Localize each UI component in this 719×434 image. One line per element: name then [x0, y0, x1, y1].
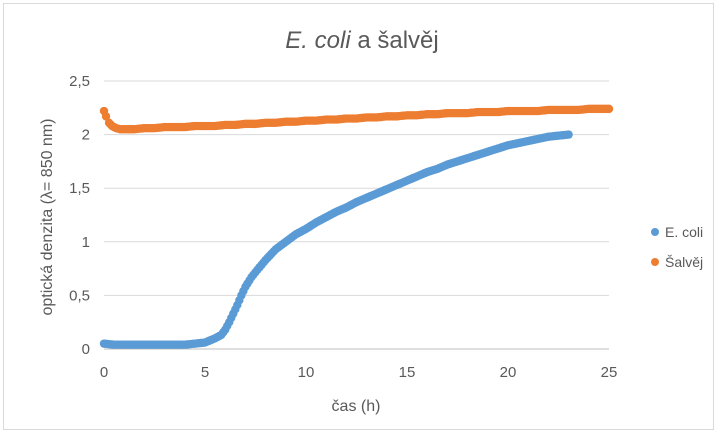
x-tick-label: 5: [201, 364, 209, 381]
legend-label: E. coli: [665, 224, 703, 240]
x-tick-label: 25: [601, 364, 618, 381]
data-points: [99, 104, 614, 349]
x-tick-label: 10: [298, 364, 315, 381]
data-point: [101, 112, 111, 121]
data-point: [564, 130, 573, 139]
chart-title-italic: E. coli: [285, 27, 351, 54]
chart-frame: [3, 3, 714, 430]
chart-title-rest: a šalvěj: [351, 27, 439, 54]
x-tick-label: 15: [399, 364, 416, 381]
y-tick-label: 1: [82, 234, 90, 251]
x-tick-label: 20: [500, 364, 517, 381]
x-tick-labels: 0 5 10 15 20 25: [100, 364, 618, 381]
y-tick-label: 2: [82, 127, 90, 144]
y-tick-label: 0: [82, 341, 90, 358]
y-axis-title: optická denzita (λ= 850 nm): [39, 119, 56, 316]
data-point: [604, 104, 614, 114]
legend-marker: [651, 228, 659, 236]
legend-marker: [651, 258, 659, 266]
y-tick-label: 0,5: [69, 287, 90, 304]
chart-title: E. coli a šalvěj: [285, 27, 438, 54]
x-axis-title: čas (h): [332, 398, 381, 415]
y-tick-label: 1,5: [69, 180, 90, 197]
legend-label: Šalvěj: [665, 254, 703, 270]
legend: E. coli Šalvěj: [651, 224, 703, 270]
y-tick-label: 2,5: [69, 73, 90, 90]
grid-layer: [104, 80, 609, 350]
y-tick-labels: 0 0,5 1 1,5 2 2,5: [69, 73, 90, 358]
series-1: [99, 104, 614, 134]
series-0: [99, 130, 573, 349]
x-tick-label: 0: [100, 364, 108, 381]
